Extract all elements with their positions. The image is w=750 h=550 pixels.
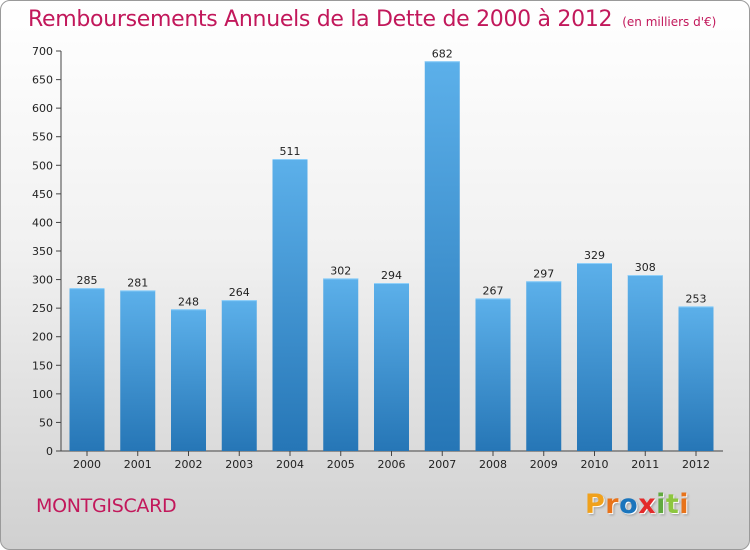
bar-2007 — [424, 61, 460, 452]
logo-letter: P — [585, 489, 606, 520]
x-tick-label: 2007 — [428, 458, 456, 471]
y-tick: 200 — [32, 331, 61, 344]
chart-title-text: Remboursements Annuels de la Dette de 20… — [28, 7, 613, 32]
y-tick-label: 0 — [46, 445, 53, 458]
y-tick: 50 — [39, 416, 61, 429]
value-label: 285 — [77, 274, 98, 287]
y-tick-label: 200 — [32, 331, 53, 344]
x-tick-label: 2003 — [225, 458, 253, 471]
bar-2009 — [526, 281, 562, 451]
y-tick-label: 600 — [32, 102, 53, 115]
x-tick-label: 2006 — [378, 458, 406, 471]
y-tick: 350 — [32, 245, 61, 258]
y-tick: 650 — [32, 74, 61, 87]
value-label: 248 — [178, 295, 199, 308]
y-tick-label: 150 — [32, 359, 53, 372]
x-tick-label: 2005 — [327, 458, 355, 471]
bar-2003 — [221, 300, 257, 451]
value-label: 682 — [432, 47, 453, 60]
x-tick-label: 2000 — [73, 458, 101, 471]
y-tick: 500 — [32, 159, 61, 172]
logo-letter: x — [638, 489, 657, 520]
x-tick-label: 2009 — [530, 458, 558, 471]
y-tick-label: 650 — [32, 74, 53, 87]
value-label: 308 — [635, 261, 656, 274]
bar-2000 — [69, 288, 105, 451]
bar-2006 — [374, 283, 409, 451]
value-label: 302 — [330, 264, 351, 277]
logo-letter: t — [665, 489, 680, 520]
y-tick-label: 100 — [32, 388, 53, 401]
y-tick-label: 400 — [32, 216, 53, 229]
y-tick: 550 — [32, 131, 61, 144]
value-label: 253 — [686, 292, 707, 305]
y-tick-label: 50 — [39, 416, 53, 429]
value-label: 281 — [127, 276, 148, 289]
y-tick-label: 450 — [32, 188, 53, 201]
y-tick: 450 — [32, 188, 61, 201]
y-tick: 250 — [32, 302, 61, 315]
y-tick-label: 500 — [32, 159, 53, 172]
y-tick-label: 300 — [32, 274, 53, 287]
y-tick-label: 700 — [32, 45, 53, 58]
logo-letter: r — [605, 489, 620, 520]
y-tick-label: 550 — [32, 131, 53, 144]
y-tick: 150 — [32, 359, 61, 372]
logo-letter: i — [656, 489, 666, 520]
x-tick-label: 2012 — [682, 458, 710, 471]
value-label: 511 — [280, 145, 301, 158]
value-label: 267 — [483, 284, 504, 297]
bar-2008 — [475, 298, 511, 451]
y-tick: 300 — [32, 274, 61, 287]
logo-letter: i — [679, 489, 690, 520]
bar-2012 — [678, 306, 714, 451]
chart-title: Remboursements Annuels de la Dette de 20… — [28, 7, 716, 32]
bar-2001 — [120, 290, 156, 451]
chart-unit: (en milliers d'€) — [622, 15, 717, 29]
value-label: 297 — [533, 267, 554, 280]
x-tick-label: 2004 — [276, 458, 304, 471]
bar-2011 — [627, 275, 663, 451]
y-tick: 600 — [32, 102, 61, 115]
bar-2004 — [272, 159, 308, 451]
x-tick-label: 2002 — [175, 458, 203, 471]
town-name: MONTGISCARD — [36, 495, 177, 517]
x-tick-label: 2001 — [124, 458, 152, 471]
value-label: 264 — [229, 286, 250, 299]
y-tick-label: 350 — [32, 245, 53, 258]
y-tick: 400 — [32, 216, 61, 229]
bar-2002 — [171, 309, 206, 451]
x-tick-label: 2010 — [581, 458, 609, 471]
y-tick: 0 — [46, 445, 61, 458]
bar-2005 — [323, 278, 359, 451]
logo-letter: o — [619, 489, 639, 520]
proxiti-logo[interactable]: Proxiti — [585, 489, 689, 520]
y-tick-label: 250 — [32, 302, 53, 315]
value-label: 294 — [381, 269, 402, 282]
x-tick-label: 2008 — [479, 458, 507, 471]
value-label: 329 — [584, 249, 605, 262]
bar-2010 — [577, 263, 612, 451]
y-tick: 100 — [32, 388, 61, 401]
x-tick-label: 2011 — [631, 458, 659, 471]
y-tick: 700 — [32, 45, 61, 58]
